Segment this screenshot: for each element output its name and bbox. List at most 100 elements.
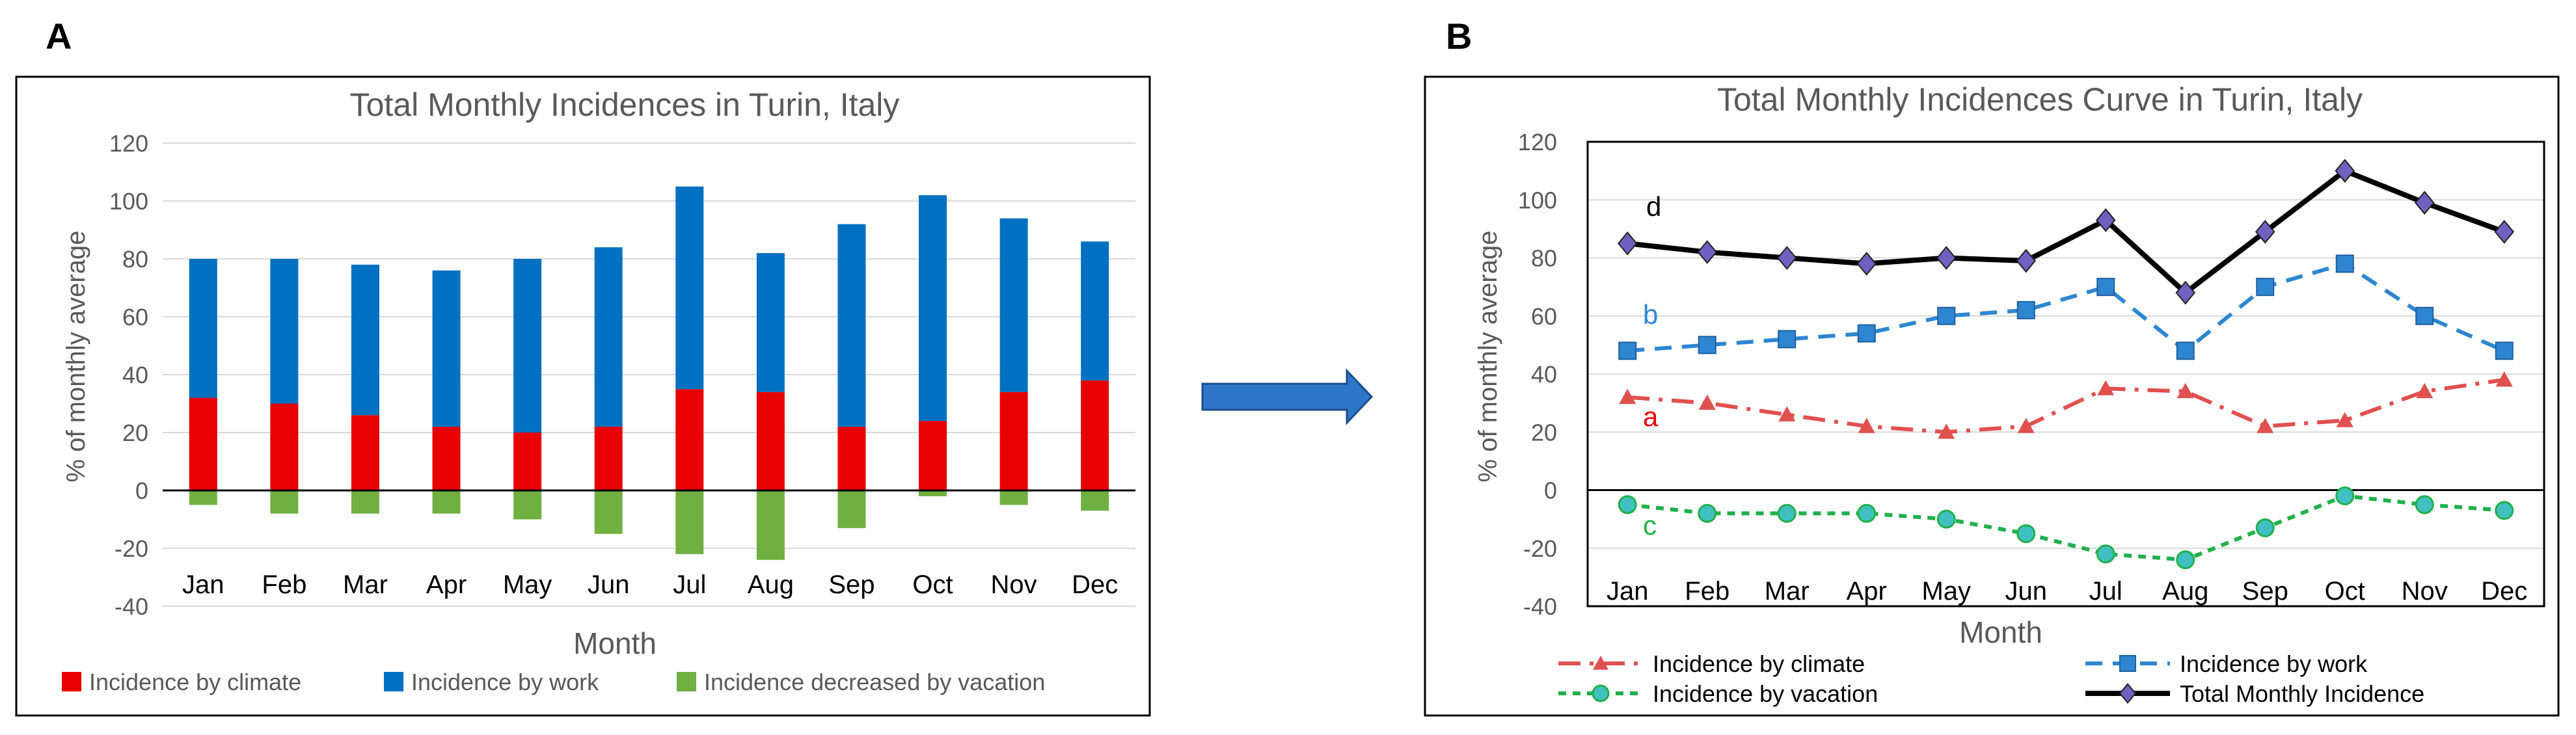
data-point	[2495, 371, 2513, 387]
bar-segment	[837, 490, 866, 528]
legend-label: Incidence by climate	[89, 669, 301, 695]
bar-segment	[999, 490, 1028, 505]
y-tick-label: -20	[1523, 535, 1557, 562]
data-point	[2016, 248, 2037, 273]
x-tick-label: May	[1921, 577, 1971, 606]
legend-marker	[2119, 655, 2136, 672]
data-point	[1618, 341, 1637, 360]
y-tick-label: 80	[122, 246, 148, 273]
y-tick-label: 100	[1518, 187, 1557, 213]
bar-segment	[919, 195, 947, 421]
y-tick-label: 40	[122, 362, 148, 388]
y-tick-label: 60	[122, 304, 148, 330]
data-point	[2415, 306, 2434, 325]
y-tick-label: -40	[1523, 593, 1557, 620]
data-point	[2095, 208, 2116, 232]
bar-segment	[1081, 241, 1109, 381]
x-tick-label: Dec	[1072, 570, 1118, 599]
bar-segment	[1081, 380, 1109, 490]
y-tick-label: 100	[109, 188, 148, 215]
x-tick-label: Oct	[912, 570, 953, 599]
data-point	[2494, 219, 2515, 244]
data-point	[1778, 406, 1796, 421]
chart-b-title: Total Monthly Incidences Curve in Turin,…	[1717, 81, 2363, 118]
legend-label: Incidence by work	[2180, 650, 2368, 677]
chart-b-plot: -40 -20 0 20 40 60 80 100 120 Jan Feb Mar Apr May Jun J…	[1518, 129, 2545, 620]
bar-segment	[675, 389, 704, 490]
bar-segment	[351, 264, 379, 416]
chart-a-title: Total Monthly Incidences in Turin, Italy	[350, 87, 900, 123]
chart-a-frame	[15, 75, 1151, 717]
x-tick-label: Nov	[991, 570, 1037, 599]
legend-label: Incidence by climate	[1653, 650, 1865, 677]
data-point	[2096, 278, 2115, 297]
data-point	[2416, 382, 2434, 399]
y-tick-label: 120	[1518, 129, 1557, 155]
data-point	[2336, 412, 2353, 427]
bar-segment	[756, 253, 785, 392]
bar-segment	[432, 270, 461, 427]
data-point	[1938, 423, 1955, 439]
data-point	[1776, 246, 1797, 270]
data-point	[2256, 278, 2275, 297]
x-tick-label: Jun	[588, 570, 630, 599]
legend-label: Total Monthly Incidence	[2180, 680, 2424, 707]
data-point	[1697, 240, 1718, 264]
x-tick-label: Jan	[1607, 577, 1649, 606]
bar-segment	[351, 415, 379, 490]
x-tick-label: Dec	[2481, 577, 2527, 606]
data-point	[1936, 246, 1957, 270]
y-tick-label: 40	[1531, 361, 1557, 388]
x-tick-label: Oct	[2325, 577, 2365, 606]
x-tick-label: Jul	[673, 570, 706, 599]
x-tick-label: Aug	[2162, 577, 2208, 606]
legend-marker	[1592, 684, 1610, 702]
bar-segment	[270, 490, 299, 514]
data-point	[2176, 341, 2195, 360]
bar-segment	[513, 259, 542, 433]
legend-marker	[1593, 656, 1608, 670]
data-point	[2176, 550, 2195, 570]
y-tick-label: 0	[135, 477, 148, 504]
data-point	[2495, 501, 2514, 520]
x-tick-label: Jul	[2089, 577, 2122, 606]
data-point	[2016, 301, 2035, 319]
legend-marker	[2119, 683, 2137, 704]
y-tick-label: 120	[109, 130, 148, 157]
x-tick-label: Sep	[2242, 577, 2288, 606]
data-point	[1619, 388, 1636, 405]
x-tick-label: Mar	[343, 570, 388, 599]
data-point	[2255, 518, 2275, 538]
bar-segment	[432, 427, 461, 490]
data-point	[1698, 394, 1716, 410]
y-tick-label: 20	[1531, 419, 1557, 446]
bar-segment	[919, 490, 947, 496]
chart-b-ylabel: % of monthly average	[1474, 231, 1502, 483]
legend-label: Incidence by work	[411, 669, 599, 695]
data-point	[1698, 503, 1717, 523]
bar-segment	[1081, 490, 1109, 511]
data-point	[2335, 486, 2355, 505]
data-point	[2335, 159, 2355, 183]
y-tick-label: 20	[122, 420, 148, 446]
data-point	[2175, 280, 2196, 305]
data-point	[1777, 503, 1796, 523]
y-tick-label: -20	[115, 535, 148, 562]
data-point	[2257, 418, 2274, 433]
data-point	[1857, 324, 1876, 343]
data-point	[2495, 341, 2514, 360]
bar-segment	[919, 421, 947, 490]
series-line	[1627, 494, 2504, 562]
data-point	[2096, 544, 2115, 564]
legend-swatch	[384, 672, 403, 691]
y-tick-label: 80	[1531, 245, 1557, 272]
bar-segment	[513, 490, 542, 520]
bar-segment	[189, 397, 217, 490]
data-point	[1618, 495, 1637, 514]
bar-segment	[675, 186, 704, 390]
bar-segment	[270, 259, 299, 404]
data-point	[1937, 306, 1956, 325]
bar-segment	[999, 392, 1028, 490]
bar-segment	[189, 259, 217, 398]
